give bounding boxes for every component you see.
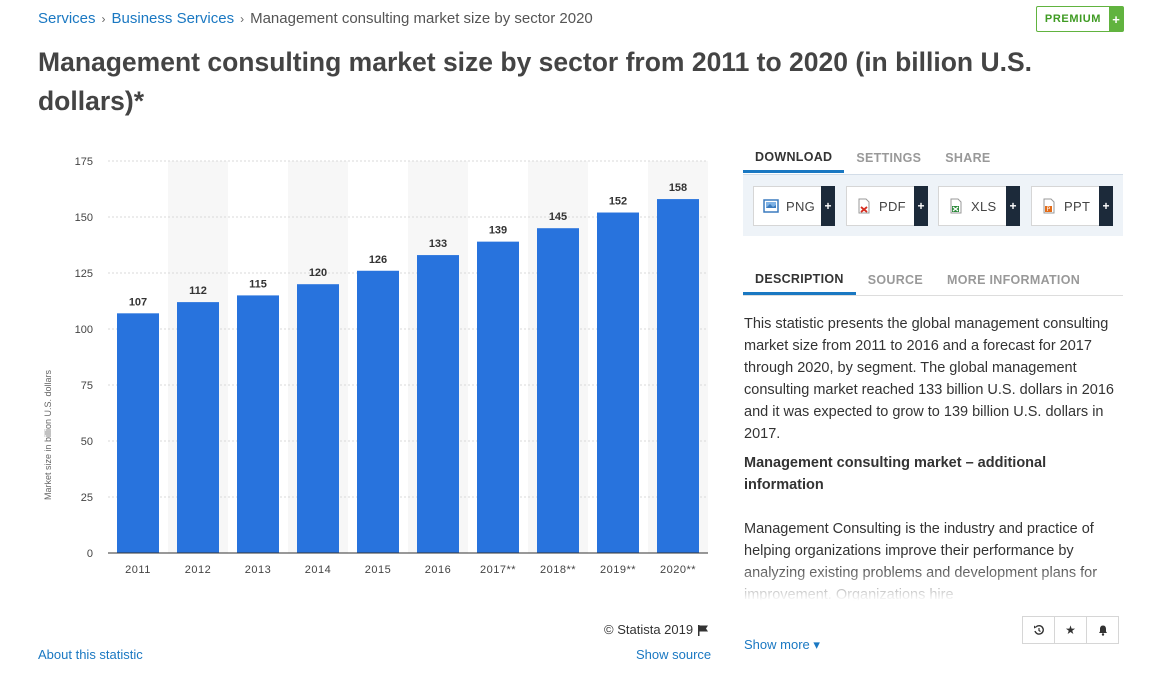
data-label: 115 bbox=[249, 278, 267, 290]
xls-file-icon bbox=[948, 198, 964, 214]
copyright-text: © Statista 2019 bbox=[604, 622, 694, 637]
ppt-file-icon: P bbox=[1041, 198, 1057, 214]
y-tick-label: 100 bbox=[75, 324, 93, 336]
data-label: 126 bbox=[369, 254, 387, 266]
bar bbox=[417, 255, 459, 553]
png-label: PNG bbox=[786, 198, 816, 214]
plus-icon: + bbox=[1006, 186, 1020, 226]
chart-canvas: 0 25 50 75 100 125 150 175 107 2011 112 2012 115 2013… bbox=[75, 156, 708, 576]
data-label: 133 bbox=[429, 238, 447, 250]
description-heading: Management consulting market – additiona… bbox=[744, 455, 1047, 493]
tab-more-information[interactable]: MORE INFORMATION bbox=[947, 273, 1081, 287]
y-axis-label: Market size in billion U.S. dollars bbox=[43, 369, 53, 501]
y-tick-label: 75 bbox=[81, 380, 93, 392]
x-tick-label: 2014 bbox=[305, 564, 331, 576]
data-label: 158 bbox=[669, 182, 687, 194]
data-label: 152 bbox=[609, 196, 627, 208]
data-label: 107 bbox=[129, 296, 147, 308]
notification-button[interactable] bbox=[1086, 616, 1119, 644]
tab-settings[interactable]: SETTINGS bbox=[856, 151, 922, 165]
y-tick-label: 50 bbox=[81, 436, 93, 448]
y-tick-label: 150 bbox=[75, 212, 93, 224]
y-tick-label: 125 bbox=[75, 268, 93, 280]
tab-share[interactable]: SHARE bbox=[945, 151, 991, 165]
x-tick-label: 2011 bbox=[125, 564, 151, 576]
history-icon bbox=[1033, 625, 1044, 635]
svg-text:P: P bbox=[1047, 206, 1051, 213]
description-fade bbox=[744, 563, 1124, 605]
tab-download[interactable]: DOWNLOAD bbox=[743, 143, 845, 173]
description-paragraph: This statistic presents the global manag… bbox=[744, 316, 1114, 442]
download-tabs: DOWNLOAD SETTINGS SHARE bbox=[743, 143, 1003, 173]
flag-icon[interactable] bbox=[697, 624, 709, 636]
download-xls-button[interactable]: XLS + bbox=[938, 186, 1020, 226]
bar bbox=[177, 302, 219, 553]
breadcrumb: Services › Business Services › Managemen… bbox=[38, 10, 593, 27]
download-ppt-button[interactable]: P PPT + bbox=[1031, 186, 1113, 226]
about-statistic-link[interactable]: About this statistic bbox=[38, 647, 143, 662]
info-tabs: DESCRIPTION SOURCE MORE INFORMATION bbox=[743, 265, 1123, 296]
x-tick-label: 2012 bbox=[185, 564, 211, 576]
premium-label: PREMIUM bbox=[1044, 13, 1102, 25]
breadcrumb-link-business-services[interactable]: Business Services bbox=[111, 10, 235, 27]
xls-label: XLS bbox=[971, 198, 997, 214]
data-label: 139 bbox=[489, 225, 507, 237]
breadcrumb-link-services[interactable]: Services bbox=[38, 10, 96, 27]
bar bbox=[537, 228, 579, 553]
page-title: Management consulting market size by sec… bbox=[38, 47, 1033, 116]
breadcrumb-current: Management consulting market size by sec… bbox=[250, 10, 593, 27]
png-file-icon bbox=[763, 198, 779, 214]
bar bbox=[657, 199, 699, 553]
y-tick-label: 175 bbox=[75, 156, 93, 168]
pdf-file-icon bbox=[856, 198, 872, 214]
chevron-right-icon: › bbox=[240, 11, 245, 26]
plus-icon: + bbox=[1099, 186, 1113, 226]
bar-chart: 0 25 50 75 100 125 150 175 107 2011 112 2012 115 2013… bbox=[38, 150, 718, 590]
bar bbox=[357, 270, 399, 553]
x-tick-label: 2013 bbox=[245, 564, 271, 576]
plus-icon: + bbox=[821, 186, 835, 226]
data-label: 120 bbox=[309, 267, 327, 279]
bar bbox=[297, 284, 339, 553]
history-button[interactable] bbox=[1022, 616, 1055, 644]
description-text: This statistic presents the global manag… bbox=[744, 313, 1116, 603]
ppt-label: PPT bbox=[1064, 198, 1091, 214]
bar bbox=[117, 313, 159, 553]
pdf-label: PDF bbox=[879, 198, 906, 214]
y-tick-label: 25 bbox=[81, 492, 93, 504]
tab-description[interactable]: DESCRIPTION bbox=[743, 265, 856, 295]
show-more-link[interactable]: Show more ▾ bbox=[744, 637, 820, 652]
bar bbox=[477, 241, 519, 553]
x-tick-label: 2016 bbox=[425, 564, 451, 576]
download-pdf-button[interactable]: PDF + bbox=[846, 186, 928, 226]
data-label: 112 bbox=[189, 285, 207, 297]
download-panel: PNG + PDF + XLS + P PPT + bbox=[743, 174, 1123, 236]
star-icon: ★ bbox=[1065, 623, 1076, 637]
action-buttons: ★ bbox=[1022, 616, 1119, 644]
bar bbox=[237, 295, 279, 553]
x-tick-label: 2018** bbox=[540, 564, 576, 576]
y-tick-label: 0 bbox=[87, 548, 93, 560]
favorite-button[interactable]: ★ bbox=[1054, 616, 1087, 644]
plus-icon: + bbox=[1109, 7, 1123, 31]
x-tick-label: 2019** bbox=[600, 564, 636, 576]
data-label: 145 bbox=[549, 211, 567, 223]
x-tick-label: 2020** bbox=[660, 564, 696, 576]
statista-copyright: © Statista 2019 bbox=[604, 622, 709, 637]
plus-icon: + bbox=[914, 186, 928, 226]
bar bbox=[597, 212, 639, 553]
x-tick-label: 2015 bbox=[365, 564, 391, 576]
chevron-right-icon: › bbox=[101, 11, 106, 26]
bell-icon bbox=[1098, 625, 1107, 636]
show-source-link[interactable]: Show source bbox=[636, 647, 712, 662]
x-tick-label: 2017** bbox=[480, 564, 516, 576]
download-png-button[interactable]: PNG + bbox=[753, 186, 835, 226]
tab-source[interactable]: SOURCE bbox=[867, 273, 924, 287]
premium-button[interactable]: PREMIUM + bbox=[1036, 6, 1124, 32]
